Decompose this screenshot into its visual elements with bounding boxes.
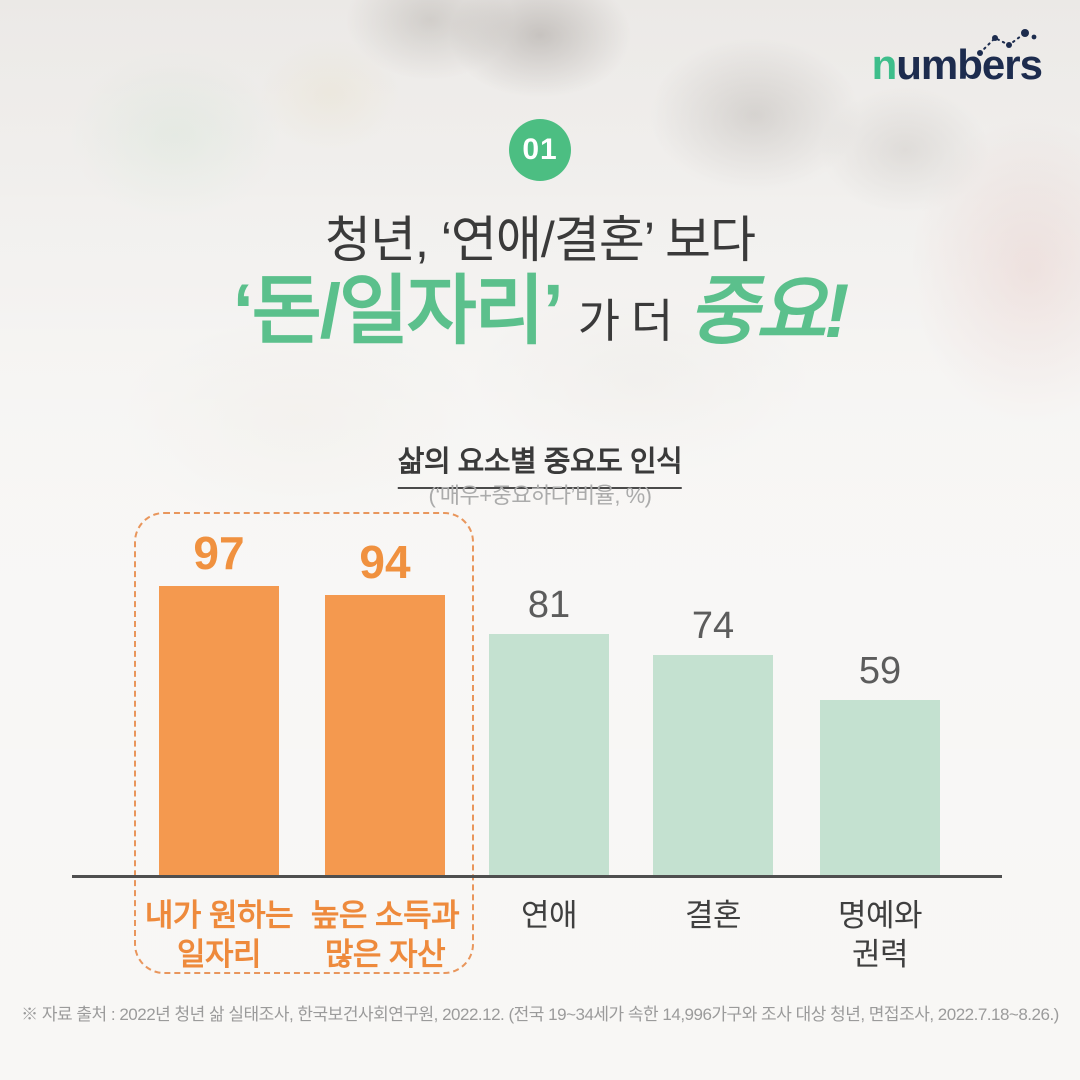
logo-sparkline-icon xyxy=(977,29,1037,56)
title-line1: 청년, ‘연애/결혼’ 보다 xyxy=(325,212,756,268)
title-highlight-money-jobs: ‘돈/일자리’ xyxy=(232,269,564,354)
bar-3 xyxy=(489,634,609,877)
bar-value-2: 94 xyxy=(359,536,411,588)
bar-value-4: 74 xyxy=(691,605,735,647)
highlight-dashed-box xyxy=(134,512,474,974)
logo-text: umbers xyxy=(896,41,1043,88)
bar-value-5: 59 xyxy=(858,650,902,692)
bar-1 xyxy=(159,586,279,877)
bar-category-label-5: 명예와 권력 xyxy=(837,898,923,972)
source-note: ※ 자료 출처 : 2022년 청년 삶 실태조사, 한국보건사회연구원, 20… xyxy=(21,1005,1059,1024)
title-line2: ‘돈/일자리’ 가 더 중요! xyxy=(0,268,1080,355)
title-middle-text: 가 더 xyxy=(577,295,673,347)
bar-category-label-1: 내가 원하는 일자리 xyxy=(144,898,294,972)
bar-value-3: 81 xyxy=(527,584,571,626)
bar-category-label-2: 높은 소득과 많은 자산 xyxy=(310,898,460,972)
brand-logo: n umbers xyxy=(871,29,1043,88)
section-number: 01 xyxy=(522,133,558,166)
bar-4 xyxy=(653,655,773,877)
chart-unit-caption: (‘매우+중요하다’비율, %) xyxy=(428,483,652,508)
bar-value-1: 97 xyxy=(193,527,245,579)
bar-5 xyxy=(820,700,940,877)
bar-2 xyxy=(325,595,445,877)
bar-category-label-3: 연애 xyxy=(520,898,578,933)
bar-category-label-4: 결혼 xyxy=(684,898,742,933)
logo-text-prefix: n xyxy=(871,41,898,88)
x-axis-line xyxy=(72,875,1002,878)
title-highlight-important: 중요! xyxy=(688,269,849,354)
chart-title: 삶의 요소별 중요도 인식 xyxy=(397,438,683,489)
section-number-badge: 01 xyxy=(509,119,571,181)
